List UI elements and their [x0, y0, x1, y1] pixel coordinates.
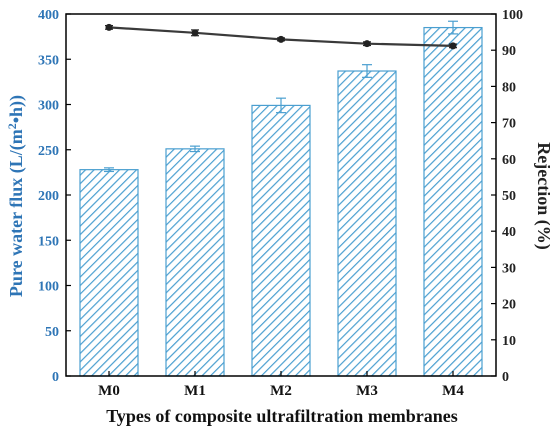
right-tick-label: 10 — [502, 334, 516, 349]
left-axis-title: Pure water flux (L/(m2•h)) — [5, 95, 27, 297]
right-tick-label: 60 — [502, 153, 516, 168]
left-tick-label: 250 — [38, 144, 59, 159]
x-tick-label-m4: M4 — [442, 383, 464, 399]
right-axis-ticks: 0 10 20 30 40 50 60 70 80 90 100 — [491, 8, 523, 385]
left-tick-label: 50 — [45, 325, 59, 340]
right-tick-label: 0 — [502, 370, 509, 385]
x-axis-title: Types of composite ultrafiltration membr… — [106, 406, 458, 426]
x-tick-label-m2: M2 — [270, 383, 292, 399]
right-tick-label: 70 — [502, 117, 516, 132]
right-tick-label: 40 — [502, 225, 516, 240]
x-tick-label-m3: M3 — [356, 383, 378, 399]
x-axis-ticks: M0 M1 M2 M3 M4 — [98, 371, 464, 399]
left-tick-label: 300 — [38, 99, 59, 114]
flux-bar-m2 — [251, 104, 311, 377]
right-tick-label: 100 — [502, 8, 523, 23]
rejection-point-m2 — [277, 35, 285, 43]
left-tick-label: 200 — [38, 189, 59, 204]
right-tick-label: 30 — [502, 261, 516, 276]
rejection-point-m3 — [363, 40, 371, 48]
flux-bar-m1 — [165, 148, 225, 377]
rejection-point-m0 — [105, 23, 113, 31]
flux-bar-m3 — [337, 70, 397, 377]
rejection-series — [105, 23, 457, 50]
left-tick-label: 350 — [38, 53, 59, 68]
flux-bar-m4 — [423, 26, 483, 377]
left-axis-ticks: 0 50 100 150 200 250 300 350 400 — [38, 8, 71, 385]
flux-error-bars — [104, 20, 458, 173]
rejection-point-m1 — [191, 29, 199, 37]
right-tick-label: 90 — [502, 44, 516, 59]
right-tick-label: 80 — [502, 80, 516, 95]
flux-bars — [79, 26, 483, 377]
left-tick-label: 150 — [38, 234, 59, 249]
right-axis-title: Rejection (%) — [533, 142, 550, 249]
rejection-point-m4 — [449, 42, 457, 50]
x-tick-label-m0: M0 — [98, 383, 120, 399]
flux-bar-m0 — [79, 169, 139, 377]
right-tick-label: 20 — [502, 298, 516, 313]
left-tick-label: 400 — [38, 8, 59, 23]
left-tick-label: 100 — [38, 280, 59, 295]
x-tick-label-m1: M1 — [184, 383, 206, 399]
left-tick-label: 0 — [52, 370, 59, 385]
right-tick-label: 50 — [502, 189, 516, 204]
